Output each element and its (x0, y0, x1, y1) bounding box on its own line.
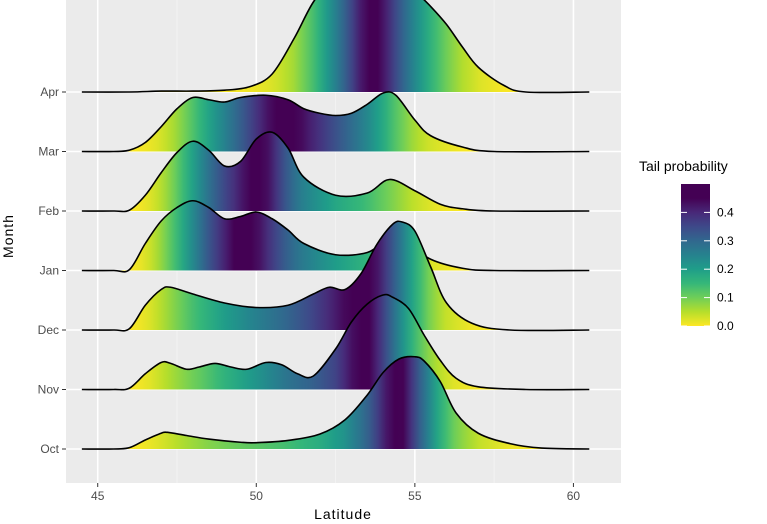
x-axis: 45 50 55 60 (91, 483, 580, 503)
ridges (81, 0, 590, 450)
legend-tick-label: 0.4 (717, 205, 734, 219)
legend-title: Tail probability (639, 158, 728, 174)
y-tick-label-dec: Dec (38, 323, 59, 337)
ridge-line-oct (81, 355, 590, 450)
y-tick-label-oct: Oct (40, 442, 59, 456)
ridge-line-apr (81, 0, 590, 94)
x-axis-title: Latitude (314, 506, 372, 522)
legend-tick-label: 0.3 (717, 234, 734, 248)
ridge-fill-apr (81, 0, 590, 93)
ridge-line-feb (81, 131, 590, 213)
ridge-line-nov (81, 293, 590, 391)
legend: Tail probability 0.0 0.1 0.2 0.3 0.4 (639, 158, 734, 333)
legend-tick-label: 0.1 (717, 291, 734, 305)
x-tick-label: 45 (91, 489, 105, 503)
y-tick-label-jan: Jan (40, 264, 59, 278)
ridge-line-mar (81, 91, 590, 153)
y-tick-label-feb: Feb (38, 204, 59, 218)
legend-colorbar (681, 184, 710, 326)
y-tick-label-nov: Nov (38, 383, 59, 397)
y-axis-title: Month (0, 214, 16, 258)
y-axis: Oct Nov Dec Jan Feb Mar Apr (38, 85, 66, 456)
y-tick-label-mar: Mar (38, 145, 59, 159)
ridge-fill-mar (81, 91, 590, 152)
legend-tick-label: 0.2 (717, 262, 734, 276)
y-tick-label-apr: Apr (40, 85, 59, 99)
ridge-fill-nov (81, 294, 590, 390)
ridge-fill-jan (81, 200, 590, 272)
x-tick-label: 60 (567, 489, 581, 503)
legend-ticks: 0.0 0.1 0.2 0.3 0.4 (681, 205, 734, 333)
ridge-fill-oct (81, 356, 590, 450)
ridge-line-dec (81, 220, 590, 332)
ridge-fill-dec (81, 221, 590, 331)
x-tick-label: 55 (408, 489, 422, 503)
legend-tick-label: 0.0 (717, 319, 734, 333)
ridge-fill-feb (81, 131, 590, 212)
x-tick-label: 50 (250, 489, 264, 503)
